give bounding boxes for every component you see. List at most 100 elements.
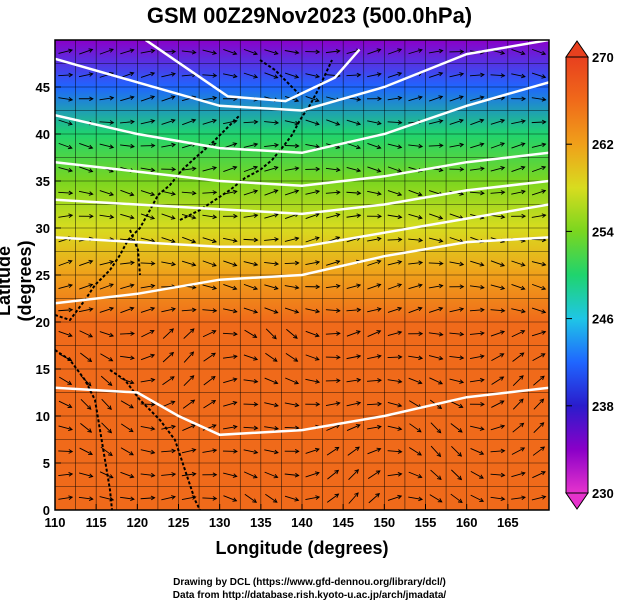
wind-vector-head (171, 424, 176, 430)
y-tick-label: 5 (43, 456, 50, 471)
wind-vector (305, 95, 320, 102)
wind-vector-head (294, 50, 300, 55)
wind-vector (243, 426, 258, 429)
wind-vector-head (335, 401, 341, 406)
wind-vector (449, 332, 464, 335)
wind-vector-head (212, 50, 218, 55)
wind-vector-head (355, 446, 360, 451)
x-tick-label: 130 (209, 515, 231, 530)
wind-vector-head (107, 381, 113, 386)
wind-vector (264, 449, 279, 454)
wind-vector (408, 307, 422, 314)
wind-vector-head (417, 48, 423, 53)
wind-vector (367, 190, 381, 195)
wind-vector-head (252, 498, 258, 503)
wind-vector (368, 493, 380, 504)
wind-vector-head (375, 470, 381, 475)
wind-vector (140, 190, 155, 196)
wind-vector (264, 471, 278, 478)
wind-vector-head (436, 452, 442, 458)
wind-vector-head (356, 167, 362, 173)
wind-vector (346, 284, 361, 289)
wind-vector-head (67, 259, 73, 265)
wind-vector-head (233, 449, 238, 454)
wind-vector (99, 307, 114, 313)
wind-vector (325, 167, 340, 171)
colorbar-tick-label: 238 (592, 399, 614, 414)
x-axis-ticks: 110 115 120 125 130 135 140 145 150 155 160 165 (45, 504, 519, 530)
wind-vector-head (149, 330, 155, 335)
wind-vector (346, 142, 361, 149)
wind-vector-head (68, 283, 73, 289)
wind-vector (367, 143, 381, 149)
wind-vector-head (377, 96, 382, 102)
wind-vector-head (418, 496, 424, 502)
wind-vector-head (439, 143, 444, 148)
wind-vector-head (438, 283, 444, 289)
wind-vector (161, 119, 175, 125)
x-tick-label: 120 (126, 515, 148, 530)
wind-vector-head (150, 167, 156, 173)
wind-vector (264, 72, 278, 79)
wind-vector-head (519, 352, 525, 357)
wind-vector (346, 379, 361, 383)
wind-vector-head (68, 449, 74, 454)
wind-vector (367, 470, 381, 480)
wind-vector-head (521, 96, 527, 102)
wind-vector-head (499, 376, 505, 381)
wind-vector-head (417, 191, 423, 197)
wind-vector-head (519, 398, 524, 404)
wind-vector (161, 450, 176, 453)
wind-vector-head (479, 377, 485, 383)
wind-vector (470, 470, 484, 479)
wind-vector-head (232, 308, 238, 314)
wind-vector (346, 74, 361, 77)
wind-vector-head (130, 496, 135, 502)
wind-vector (284, 495, 299, 501)
wind-vector-head (397, 214, 403, 220)
wind-vector (469, 74, 484, 77)
wind-vector (367, 284, 381, 290)
wind-vector-head (88, 450, 93, 455)
wind-vectors (58, 48, 547, 504)
wind-vector (511, 143, 525, 149)
wind-vector (243, 307, 258, 313)
wind-vector (428, 145, 443, 147)
wind-vector-head (150, 119, 156, 124)
wind-vector (408, 471, 422, 478)
wind-vector-head (438, 238, 444, 243)
wind-vector (265, 493, 278, 503)
wind-vector-head (212, 95, 218, 101)
wind-vector-head (314, 236, 320, 241)
y-tick-label: 35 (36, 174, 50, 189)
wind-vector (430, 469, 442, 480)
wind-vector-head (377, 378, 382, 383)
wind-vector-head (540, 446, 546, 451)
wind-vector-head (232, 473, 238, 478)
wind-vector-head (129, 379, 135, 385)
map-title: GSM 00Z29Nov2023 (500.0hPa) (146, 3, 473, 28)
wind-vector-head (212, 238, 217, 244)
wind-vector-head (541, 142, 547, 148)
wind-vector-head (212, 166, 218, 171)
wind-vector (140, 72, 155, 78)
wind-vector (120, 49, 134, 55)
contour-line (55, 236, 549, 305)
wind-vector (223, 378, 237, 384)
wind-vector (284, 145, 299, 147)
wind-vector-head (418, 355, 424, 361)
wind-vector (161, 237, 175, 243)
wind-vector-head (335, 167, 341, 173)
wind-vector-head (273, 50, 279, 56)
wind-vector-head (88, 168, 94, 173)
wind-vector (511, 472, 525, 478)
wind-vector-head (150, 191, 156, 197)
wind-vector-head (294, 309, 300, 314)
wind-vector-head (314, 447, 320, 453)
wind-vector (470, 448, 484, 455)
wind-vector (223, 49, 237, 55)
wind-vector (367, 260, 381, 266)
wind-vector-head (253, 189, 259, 194)
wind-vector-head (171, 191, 176, 196)
wind-vector (346, 355, 361, 360)
